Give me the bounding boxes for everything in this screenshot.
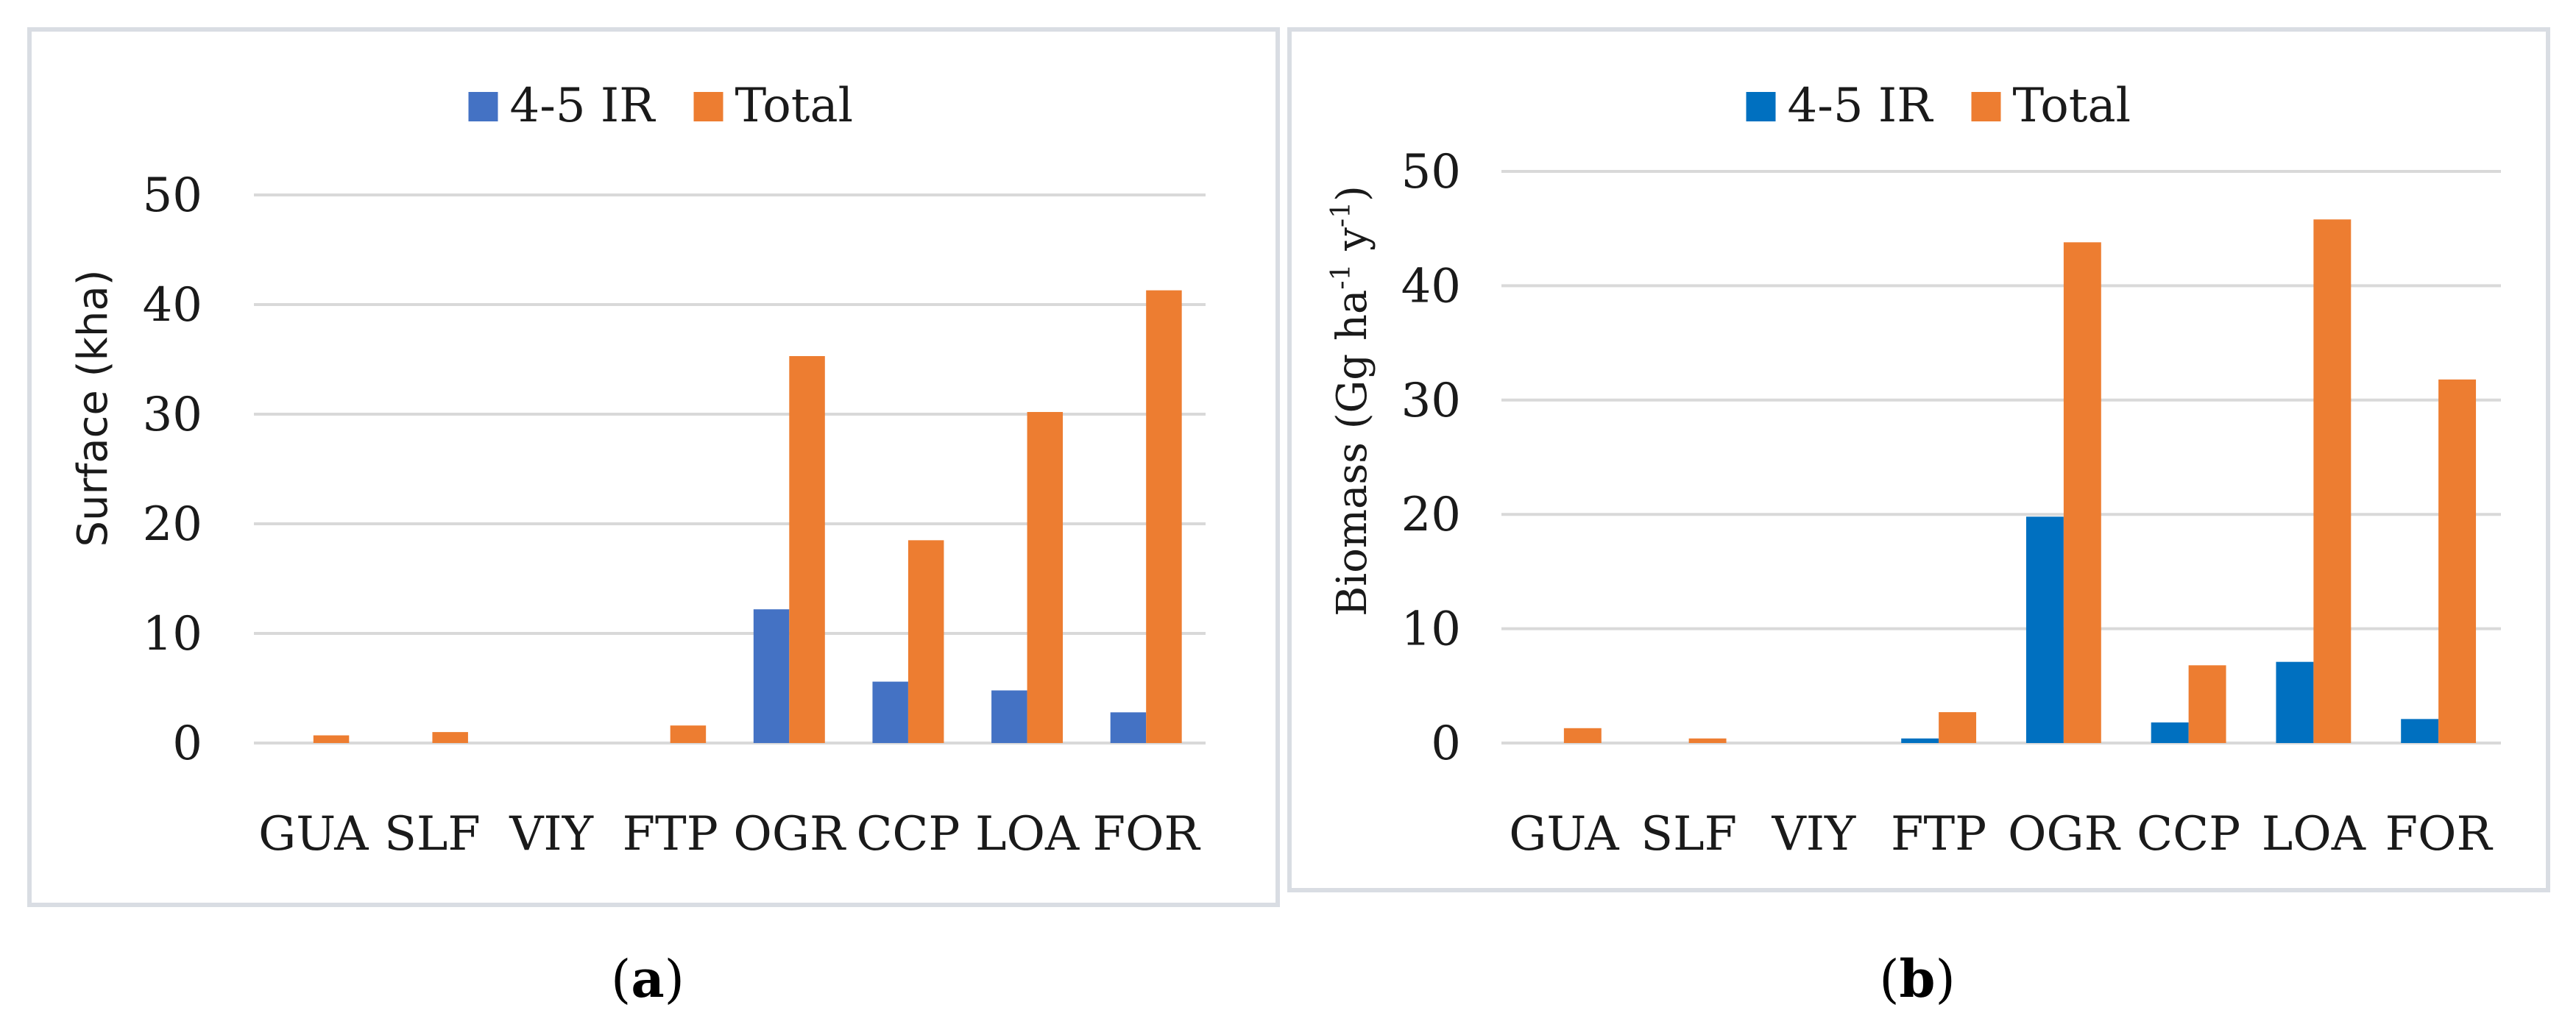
y-tick-label-a-30: 30: [143, 388, 202, 442]
y-axis-label-b-end: ): [1328, 185, 1376, 202]
y-tick-label-a-20: 20: [143, 497, 202, 552]
bar-a-total-loa: [1027, 412, 1064, 743]
panel-a-frame: [27, 27, 1280, 907]
x-tick-label-a-loa: LOA: [975, 807, 1080, 861]
bar-b-total-loa: [2313, 219, 2352, 743]
bar-b-total-ccp: [2188, 665, 2226, 743]
y-axis-label-a: Surface (kha): [69, 269, 117, 547]
legend-label-a-1: Total: [735, 79, 854, 133]
x-tick-label-b-ftp: FTP: [1891, 807, 1986, 861]
bar-b-total-for: [2438, 379, 2477, 743]
bar-a-total-slf: [432, 732, 468, 743]
x-tick-label-b-for: FOR: [2385, 807, 2494, 861]
legend-swatch-b-1: [1971, 92, 2001, 121]
x-tick-label-a-gua: GUA: [258, 807, 369, 861]
bar-b-4-5-ir-ccp: [2151, 722, 2189, 743]
x-tick-label-a-for: FOR: [1093, 807, 1201, 861]
y-tick-label-a-0: 0: [172, 717, 202, 771]
legend-label-b-1: Total: [2013, 79, 2131, 133]
caption-a: (a): [611, 948, 684, 1009]
y-tick-label-a-40: 40: [143, 278, 202, 333]
x-tick-label-a-ftp: FTP: [623, 807, 718, 861]
caption-b: (b): [1879, 948, 1956, 1009]
x-tick-label-a-viy: VIY: [509, 807, 594, 861]
x-tick-label-a-ogr: OGR: [733, 807, 846, 861]
y-tick-label-b-30: 30: [1401, 374, 1461, 428]
x-tick-label-b-slf: SLF: [1641, 807, 1737, 861]
y-tick-label-b-0: 0: [1431, 717, 1461, 771]
y-axis-label-b-sup2: -1: [1326, 202, 1356, 227]
x-tick-label-b-viy: VIY: [1772, 807, 1857, 861]
y-axis-label-b-sup1: -1: [1326, 264, 1356, 290]
y-tick-label-b-50: 50: [1401, 145, 1461, 199]
y-tick-label-a-50: 50: [143, 168, 202, 223]
legend-label-a-0: 4-5 IR: [510, 79, 657, 133]
x-tick-label-a-ccp: CCP: [856, 807, 960, 861]
y-tick-label-b-40: 40: [1401, 259, 1461, 313]
panel-b-frame: [1287, 27, 2550, 892]
chart-panel-b: 0 10 20 30 40 50 GUA SLF VIY FTP OGR CCP LOA FOR 4-5…: [1287, 27, 2550, 892]
legend-swatch-a-0: [468, 92, 498, 121]
y-tick-label-a-10: 10: [143, 607, 202, 661]
legend-label-b-0: 4-5 IR: [1788, 79, 1934, 133]
bar-b-4-5-ir-ogr: [2025, 516, 2064, 743]
bar-b-total-ogr: [2063, 242, 2101, 743]
y-axis-label-b: Biomass (Gg ha-1 y-1): [1326, 185, 1376, 616]
x-tick-label-a-slf: SLF: [384, 807, 481, 861]
legend-swatch-a-1: [693, 92, 723, 121]
x-tick-label-b-ccp: CCP: [2137, 807, 2240, 861]
bar-b-total-slf: [1688, 738, 1727, 743]
bar-a-4-5-ir-loa: [991, 690, 1027, 743]
x-tick-label-b-ogr: OGR: [2008, 807, 2121, 861]
bar-a-total-gua: [313, 735, 350, 743]
caption-b-letter: b: [1900, 948, 1936, 1009]
x-tick-label-b-gua: GUA: [1509, 807, 1619, 861]
bar-b-4-5-ir-for: [2401, 719, 2439, 743]
bar-b-4-5-ir-ftp: [1901, 738, 1939, 743]
caption-a-letter: a: [631, 948, 664, 1009]
bar-b-4-5-ir-loa: [2276, 661, 2314, 743]
x-tick-label-b-loa: LOA: [2262, 807, 2366, 861]
bar-a-total-ccp: [907, 540, 944, 743]
bar-a-total-ogr: [789, 356, 825, 743]
chart-panel-a: 0 10 20 30 40 50 GUA SLF VIY FTP OGR CCP LOA FOR 4-5…: [27, 27, 1280, 907]
bar-a-4-5-ir-ogr: [753, 609, 790, 743]
bar-a-total-ftp: [670, 725, 707, 743]
bar-b-total-gua: [1563, 728, 1602, 743]
bar-a-4-5-ir-for: [1110, 712, 1147, 743]
y-tick-label-b-20: 20: [1401, 488, 1461, 542]
bar-a-4-5-ir-ccp: [872, 681, 908, 743]
legend-swatch-b-0: [1746, 92, 1776, 121]
y-tick-label-b-10: 10: [1401, 603, 1461, 657]
bar-a-total-for: [1146, 290, 1182, 743]
y-axis-label-b-main: Biomass (Gg ha: [1328, 290, 1376, 616]
bar-b-total-ftp: [1939, 712, 1977, 743]
y-axis-label-b-mid: y: [1328, 227, 1376, 264]
